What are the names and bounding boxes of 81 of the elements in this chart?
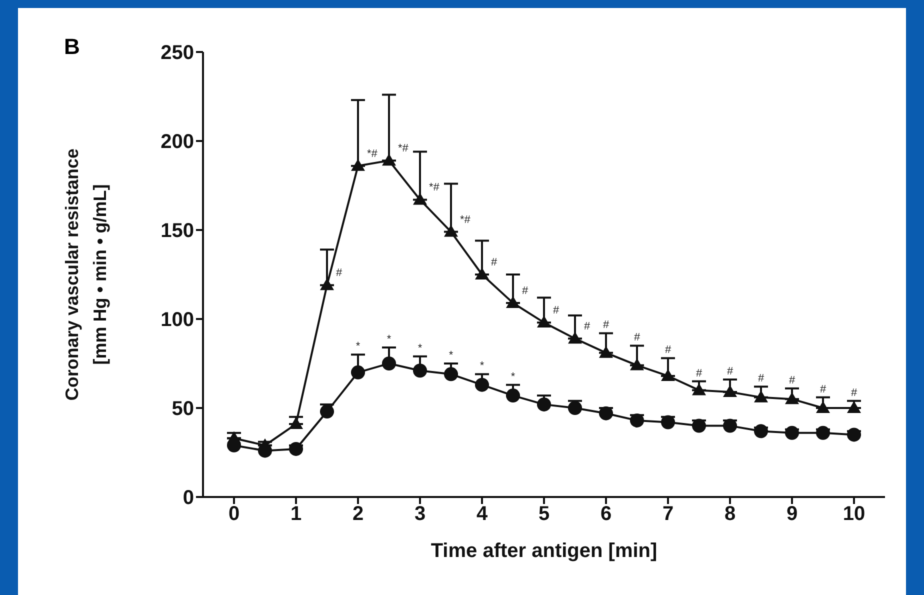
point xyxy=(289,417,303,430)
x-tick-label: 1 xyxy=(290,503,302,526)
point xyxy=(599,406,613,420)
annotation: *# xyxy=(398,142,410,155)
annotation: # xyxy=(758,372,765,385)
point xyxy=(816,426,830,440)
point xyxy=(785,392,799,404)
annotation: # xyxy=(634,332,641,344)
annotation: *# xyxy=(367,148,378,160)
point xyxy=(630,358,644,370)
annotation: # xyxy=(696,367,703,380)
point xyxy=(599,346,613,358)
point xyxy=(351,365,365,380)
point xyxy=(754,424,768,438)
annotation: * xyxy=(418,342,423,354)
annotation: * xyxy=(480,360,485,372)
x-tick-label: 7 xyxy=(662,503,674,526)
annotation: # xyxy=(491,256,498,268)
point xyxy=(816,401,830,413)
y-tick-label: 200 xyxy=(160,131,194,154)
x-tick-label: 3 xyxy=(414,503,426,526)
point xyxy=(568,332,582,344)
point xyxy=(444,224,458,237)
annotation: # xyxy=(850,386,858,399)
annotation: # xyxy=(820,383,827,396)
point xyxy=(289,442,303,456)
x-tick-label: 0 xyxy=(228,503,240,526)
point xyxy=(723,384,737,397)
annotation: # xyxy=(602,319,610,332)
y-tick-label: 150 xyxy=(160,220,194,242)
point xyxy=(444,367,458,382)
point xyxy=(537,316,551,328)
annotation: # xyxy=(788,374,796,386)
y-axis-title: Coronary vascular resistance [mm Hg • min • g/mL] xyxy=(62,148,110,401)
point xyxy=(568,401,582,415)
annotation: * xyxy=(510,370,516,383)
point xyxy=(661,415,675,430)
point xyxy=(785,426,799,440)
point xyxy=(320,404,334,419)
point xyxy=(847,428,861,442)
annotation: # xyxy=(522,284,529,297)
annotation: *# xyxy=(429,182,440,194)
annotation: # xyxy=(584,320,591,333)
annotation: # xyxy=(726,366,734,378)
point xyxy=(692,383,706,396)
point xyxy=(413,364,427,378)
annotation: *# xyxy=(460,214,472,226)
x-tick-label: 6 xyxy=(600,503,612,526)
annotation: * xyxy=(386,333,392,346)
y-tick-label: 50 xyxy=(172,398,194,420)
point xyxy=(661,368,675,381)
chart-title: B xyxy=(64,34,80,60)
point xyxy=(382,154,396,166)
x-tick-label: 4 xyxy=(476,503,488,526)
point xyxy=(630,413,644,428)
annotation: * xyxy=(356,340,361,353)
point xyxy=(754,390,768,402)
x-tick-label: 10 xyxy=(842,503,866,526)
point xyxy=(723,418,737,433)
annotation: # xyxy=(553,304,560,317)
x-tick-label: 8 xyxy=(724,503,736,526)
annotation: * xyxy=(448,350,454,362)
x-axis-title: Time after antigen [min] xyxy=(430,540,658,562)
y-tick-label: 100 xyxy=(160,309,194,332)
point xyxy=(475,268,489,280)
y-tick-label: 0 xyxy=(182,487,194,510)
point xyxy=(506,296,520,308)
point xyxy=(351,158,365,171)
x-tick-label: 2 xyxy=(352,503,364,526)
annotation: # xyxy=(336,267,343,280)
point xyxy=(692,418,706,433)
point xyxy=(382,356,396,370)
point xyxy=(320,278,334,290)
point xyxy=(506,388,520,403)
x-tick-label: 5 xyxy=(538,503,550,526)
y-tick-label: 250 xyxy=(160,42,194,64)
x-tick-label: 9 xyxy=(786,503,798,526)
point xyxy=(475,378,489,392)
point xyxy=(413,192,427,205)
point xyxy=(537,397,551,412)
annotation: # xyxy=(664,344,672,356)
